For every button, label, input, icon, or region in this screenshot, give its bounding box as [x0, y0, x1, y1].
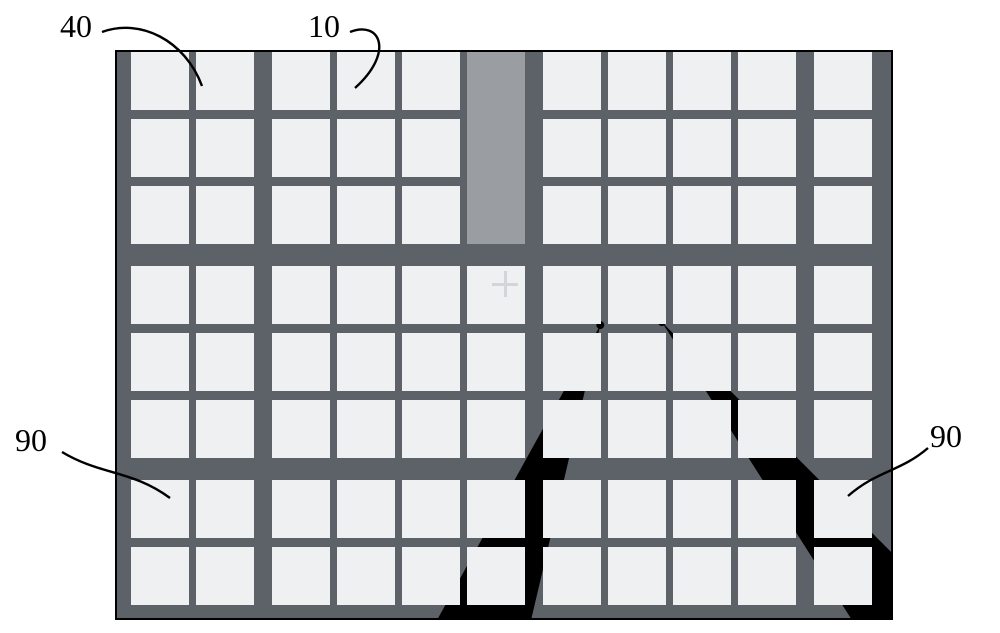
die-cell	[738, 186, 796, 244]
die-cell	[814, 266, 872, 324]
die-cell	[131, 266, 189, 324]
die-cell	[673, 480, 731, 538]
die-cell	[402, 547, 460, 605]
die-cell	[131, 186, 189, 244]
die-cell	[608, 480, 666, 538]
die-cell	[608, 400, 666, 458]
die-cell	[738, 547, 796, 605]
die-cell	[543, 480, 601, 538]
die-cell	[131, 52, 189, 110]
die-cell	[814, 186, 872, 244]
die-cell	[272, 266, 330, 324]
die-cell	[196, 333, 254, 391]
die-cell	[131, 119, 189, 177]
die-cell	[337, 547, 395, 605]
die-cell	[814, 52, 872, 110]
die-cell	[272, 547, 330, 605]
die-cell	[402, 266, 460, 324]
microscope-figure	[115, 50, 893, 620]
die-cell	[543, 547, 601, 605]
die-cell	[673, 52, 731, 110]
die-cell	[543, 186, 601, 244]
die-cell	[337, 52, 395, 110]
die-cell	[196, 119, 254, 177]
die-cell	[272, 480, 330, 538]
die-cell	[337, 480, 395, 538]
die-cell	[131, 400, 189, 458]
die-cell	[738, 333, 796, 391]
die-cell	[738, 266, 796, 324]
callout-label-90-right: 90	[930, 418, 962, 455]
die-cell	[738, 52, 796, 110]
crosshair-v	[504, 271, 507, 297]
die-cell	[272, 333, 330, 391]
die-cell	[814, 480, 872, 538]
die-cell	[337, 333, 395, 391]
die-cell	[673, 186, 731, 244]
callout-label-10: 10	[308, 8, 340, 45]
die-cell	[467, 333, 525, 391]
die-cell	[814, 333, 872, 391]
die-cell	[402, 333, 460, 391]
callout-label-40: 40	[60, 8, 92, 45]
die-cell	[131, 480, 189, 538]
die-cell	[467, 400, 525, 458]
die-cell	[402, 119, 460, 177]
die-cell	[673, 333, 731, 391]
die-cell	[196, 52, 254, 110]
die-cell	[608, 119, 666, 177]
die-cell	[608, 333, 666, 391]
die-cell	[673, 266, 731, 324]
die-cell	[272, 400, 330, 458]
die-cell	[196, 547, 254, 605]
die-cell	[402, 480, 460, 538]
die-cell	[814, 400, 872, 458]
die-cell	[608, 186, 666, 244]
die-cell	[467, 110, 525, 177]
callout-label-90-left: 90	[15, 422, 47, 459]
die-cell	[196, 400, 254, 458]
die-cell	[467, 52, 525, 110]
die-cell	[738, 119, 796, 177]
die-cell	[467, 177, 525, 244]
die-cell	[467, 547, 525, 605]
die-cell	[131, 547, 189, 605]
die-cell	[272, 119, 330, 177]
die-cell	[543, 266, 601, 324]
die-cell	[337, 186, 395, 244]
die-cell	[337, 400, 395, 458]
die-cell	[814, 547, 872, 605]
die-cell	[272, 186, 330, 244]
die-cell	[272, 52, 330, 110]
die-cell	[608, 266, 666, 324]
die-cell	[402, 186, 460, 244]
die-cell	[196, 186, 254, 244]
die-cell	[543, 333, 601, 391]
die-cell	[608, 547, 666, 605]
die-cell	[738, 480, 796, 538]
die-cell	[738, 400, 796, 458]
die-cell	[543, 119, 601, 177]
die-cell	[196, 480, 254, 538]
die-cell	[196, 266, 254, 324]
die-cell	[814, 119, 872, 177]
die-cell	[337, 266, 395, 324]
die-cell	[673, 547, 731, 605]
die-cell	[608, 52, 666, 110]
die-cell	[543, 400, 601, 458]
die-cell	[402, 400, 460, 458]
diagram-canvas: 40 10 90 90	[0, 0, 1000, 633]
die-cell	[337, 119, 395, 177]
die-cell	[673, 400, 731, 458]
die-cell	[467, 480, 525, 538]
die-cell	[543, 52, 601, 110]
die-cell	[402, 52, 460, 110]
die-cell	[467, 266, 525, 324]
die-cell	[131, 333, 189, 391]
die-cell	[673, 119, 731, 177]
